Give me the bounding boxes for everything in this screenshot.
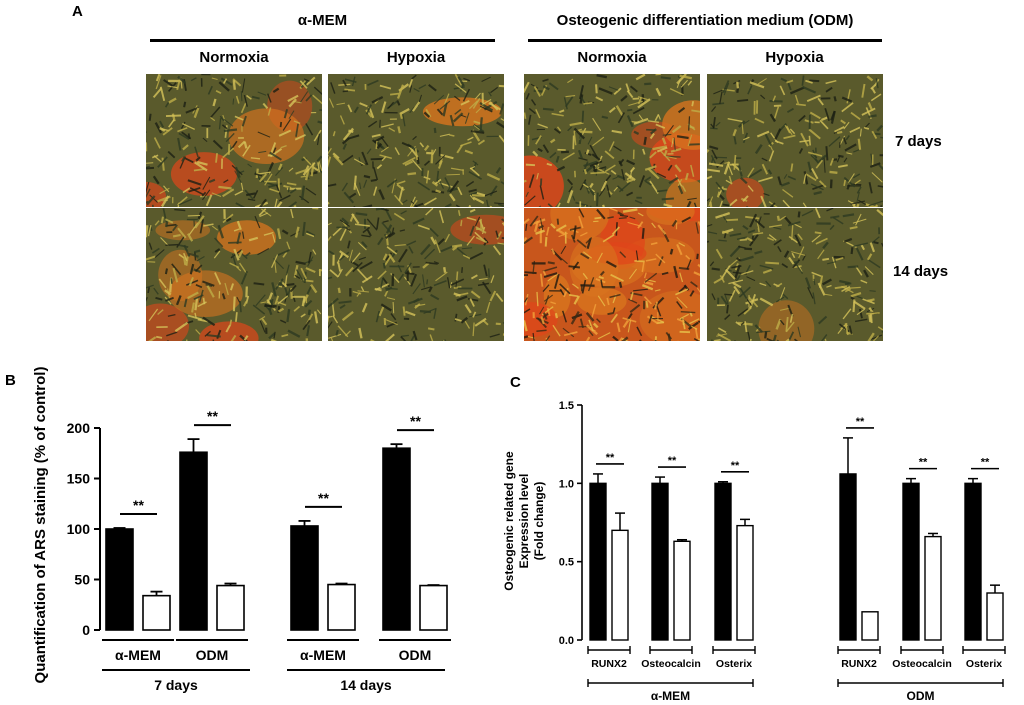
chart-c-y-tick-label: 1.0 <box>559 478 574 490</box>
chart-c-bar <box>902 482 920 641</box>
chart-c-significance-label: ** <box>856 416 865 428</box>
chart-b-group-labels: α-MEM ODM α-MEM ODM 7 days 14 days <box>102 639 451 693</box>
chart-b-bar <box>142 594 171 631</box>
chart-c-group-labels: RUNX2 Osteocalcin Osterix RUNX2 Osteocalcin O… <box>587 646 1006 703</box>
micrograph-odm-normoxia-7d <box>524 74 700 207</box>
chart-c-y-axis-title-line-2: Expression level <box>517 474 531 569</box>
chart-c-bar <box>651 482 669 641</box>
chart-b-bar <box>327 583 356 631</box>
chart-c-significance-label: ** <box>668 455 677 467</box>
chart-c-bar <box>589 482 607 641</box>
chart-c-significance-label: ** <box>606 452 615 464</box>
chart-b-significance-label: ** <box>207 408 218 424</box>
chart-b-y-tick-label: 150 <box>67 471 91 487</box>
chart-c-y-axis-title: Osteogenic related gene Expression level… <box>502 451 546 591</box>
chart-b-group-label: α-MEM <box>115 647 161 663</box>
chart-c-significance-label: ** <box>919 457 928 469</box>
micrograph-amem-hypoxia-14d <box>328 208 504 341</box>
group-title-amem: α-MEM <box>297 12 348 29</box>
chart-c-significance-label: ** <box>731 460 740 472</box>
chart-b-y-tick-label: 100 <box>67 521 91 537</box>
chart-c-bar <box>736 524 754 641</box>
chart-b-bar <box>290 525 319 631</box>
chart-c-bars <box>589 437 1004 641</box>
chart-c-y-axis-title-line-1: Osteogenic related gene <box>502 451 516 591</box>
chart-c-bar <box>673 540 691 641</box>
chart-c-gene-expression: C Osteogenic related gene Expression lev… <box>502 374 1006 703</box>
chart-c-bar <box>714 482 732 641</box>
condition-label-amem-hypoxia: Hypoxia <box>386 49 446 66</box>
chart-c-bar <box>839 473 857 641</box>
panel-c-label: C <box>510 374 521 391</box>
chart-c-y-axis-title-line-3: (Fold change) <box>532 482 546 561</box>
chart-c-medium-label: ODM <box>907 689 935 703</box>
chart-b-bar <box>382 447 411 631</box>
micrograph-amem-normoxia-7d <box>146 74 322 207</box>
chart-b-group-label: ODM <box>196 647 229 663</box>
condition-label-odm-hypoxia: Hypoxia <box>765 49 824 66</box>
chart-c-y-tick-label: 0.0 <box>559 635 574 647</box>
chart-b-group-label: α-MEM <box>300 647 346 663</box>
chart-b-bars <box>105 438 448 631</box>
chart-c-gene-label: Osteocalcin <box>892 658 952 670</box>
group-title-odm: Osteogenic differentiation medium (ODM) <box>556 12 854 29</box>
chart-c-gene-label: RUNX2 <box>591 658 627 670</box>
chart-c-gene-label: RUNX2 <box>841 658 877 670</box>
chart-b-significance: ** ** ** ** <box>120 408 434 515</box>
chart-c-y-tick-label: 0.5 <box>559 557 574 569</box>
chart-b-bar <box>105 528 134 631</box>
chart-b-ars-quantification: B Quantification of ARS staining (% of c… <box>5 367 451 693</box>
chart-b-group-label: ODM <box>399 647 432 663</box>
chart-c-y-tick-label: 1.5 <box>559 400 574 412</box>
chart-b-significance-label: ** <box>318 490 329 506</box>
chart-c-gene-label: Osterix <box>966 658 1002 670</box>
chart-c-significance: ** ** ** ** ** ** <box>596 416 999 473</box>
chart-b-y-axis-title: Quantification of ARS staining (% of con… <box>32 367 49 684</box>
chart-c-bar <box>964 482 982 641</box>
micrograph-odm-hypoxia-14d <box>707 208 883 341</box>
chart-b-y-tick-label: 0 <box>82 622 90 638</box>
chart-b-bar <box>179 451 208 631</box>
chart-b-timepoint-label: 7 days <box>154 677 198 693</box>
group-rule-amem <box>150 39 495 42</box>
group-rule-odm <box>528 39 882 42</box>
chart-b-y-tick-label: 50 <box>74 572 90 588</box>
chart-c-bar <box>861 611 879 641</box>
chart-b-significance-label: ** <box>410 413 421 429</box>
chart-c-medium-label: α-MEM <box>651 689 690 703</box>
micrograph-amem-normoxia-14d <box>146 208 322 341</box>
micrograph-odm-hypoxia-7d <box>707 74 883 207</box>
chart-b-y-tick-label: 200 <box>67 420 91 436</box>
chart-c-y-axis: 0.0 0.5 1.0 1.5 <box>559 400 583 647</box>
chart-b-bar <box>216 584 245 631</box>
chart-c-bar <box>611 529 629 641</box>
chart-c-gene-label: Osterix <box>716 658 752 670</box>
chart-b-y-axis: 0 50 100 150 200 <box>67 420 101 638</box>
chart-b-timepoint-label: 14 days <box>340 677 392 693</box>
chart-b-bar <box>419 584 448 631</box>
condition-label-amem-normoxia: Normoxia <box>199 49 269 66</box>
condition-label-odm-normoxia: Normoxia <box>577 49 647 66</box>
micrograph-odm-normoxia-14d <box>524 208 700 341</box>
chart-c-gene-label: Osteocalcin <box>641 658 701 670</box>
chart-b-significance-label: ** <box>133 497 144 513</box>
chart-c-bar <box>986 592 1004 641</box>
chart-c-bar <box>924 535 942 641</box>
micrograph-amem-hypoxia-7d <box>328 74 504 207</box>
timepoint-label-14-days: 14 days <box>893 263 949 280</box>
chart-c-significance-label: ** <box>981 457 990 469</box>
panel-b-label: B <box>5 372 16 389</box>
panel-a-label: A <box>72 3 83 20</box>
timepoint-label-7-days: 7 days <box>895 133 942 150</box>
